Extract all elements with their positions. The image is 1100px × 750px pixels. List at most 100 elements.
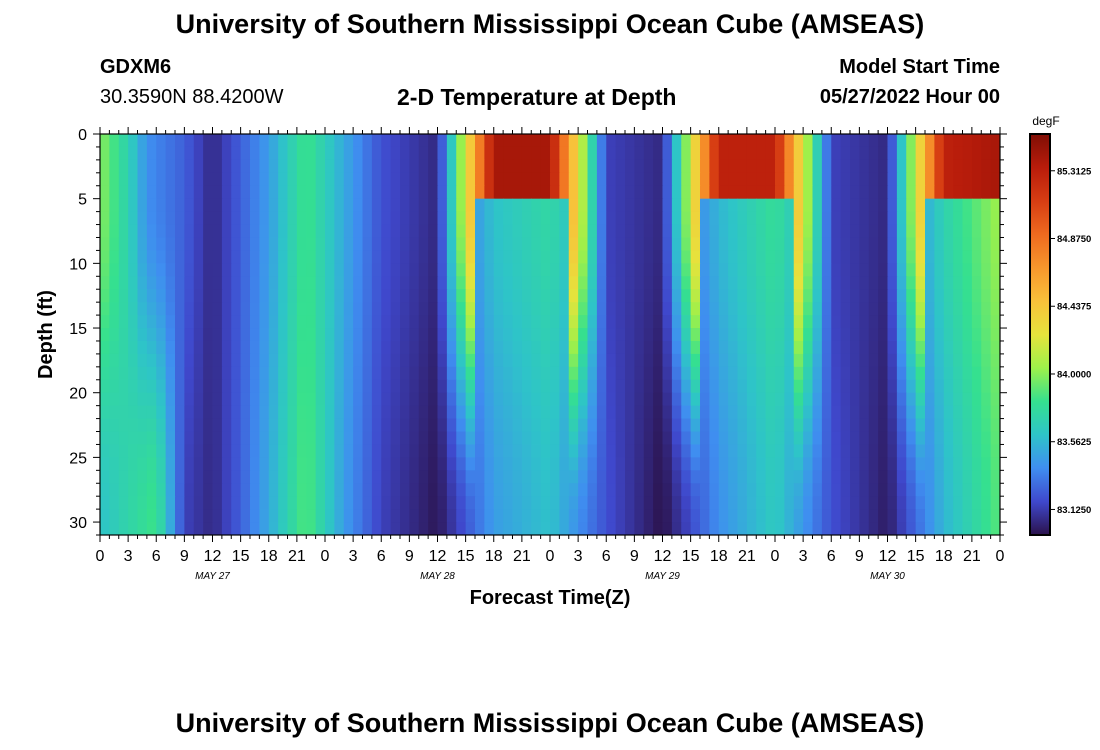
heatmap-cell xyxy=(428,496,439,510)
heatmap-cell xyxy=(296,134,307,148)
heatmap-cell xyxy=(868,198,879,213)
heatmap-cell xyxy=(784,418,795,433)
heatmap-cell xyxy=(540,418,551,433)
heatmap-cell xyxy=(221,457,232,471)
heatmap-cell xyxy=(831,483,842,497)
heatmap-cell xyxy=(446,483,457,497)
heatmap-cell xyxy=(521,237,532,252)
heatmap-cell xyxy=(700,185,710,200)
heatmap-cell xyxy=(896,470,907,484)
heatmap-cell xyxy=(475,276,485,290)
heatmap-cell xyxy=(475,211,485,226)
heatmap-cell xyxy=(878,340,889,355)
heatmap-cell xyxy=(756,496,767,510)
heatmap-cell xyxy=(325,340,335,355)
heatmap-cell xyxy=(981,224,992,239)
heatmap-cell xyxy=(840,431,851,446)
heatmap-cell xyxy=(765,509,776,523)
heatmap-cell xyxy=(446,211,457,226)
heatmap-cell xyxy=(990,444,1000,458)
heatmap-cell xyxy=(165,185,176,200)
heatmap-cell xyxy=(737,237,748,252)
heatmap-cell xyxy=(793,470,804,484)
heatmap-cell xyxy=(915,172,926,187)
heatmap-cell xyxy=(409,172,420,187)
heatmap-cell xyxy=(718,353,729,368)
heatmap-cell xyxy=(156,470,167,484)
heatmap-cell xyxy=(475,353,485,368)
heatmap-cell xyxy=(465,431,476,446)
heatmap-cell xyxy=(625,470,635,484)
heatmap-cell xyxy=(259,418,270,433)
heatmap-cell xyxy=(212,276,223,290)
heatmap-cell xyxy=(746,237,757,252)
heatmap-cell xyxy=(887,470,898,484)
heatmap-cell xyxy=(718,522,729,535)
heatmap-cell xyxy=(193,146,204,161)
heatmap-cell xyxy=(587,431,598,446)
heatmap-cell xyxy=(971,276,982,290)
heatmap-cell xyxy=(231,250,242,264)
heatmap-cell xyxy=(165,496,176,510)
y-tick-label: 15 xyxy=(69,321,87,338)
heatmap-cell xyxy=(118,276,129,290)
heatmap-cell xyxy=(465,185,476,200)
heatmap-cell xyxy=(578,250,589,264)
heatmap-cell xyxy=(868,444,879,458)
heatmap-cell xyxy=(306,431,317,446)
heatmap-cell xyxy=(325,379,335,394)
heatmap-cell xyxy=(259,405,270,420)
heatmap-cell xyxy=(718,444,729,458)
heatmap-cell xyxy=(418,418,429,433)
heatmap-cell xyxy=(971,418,982,433)
heatmap-cell xyxy=(540,509,551,523)
heatmap-cell xyxy=(765,211,776,226)
heatmap-cell xyxy=(418,146,429,161)
heatmap-cell xyxy=(287,418,298,433)
heatmap-cell xyxy=(484,263,495,277)
heatmap-cell xyxy=(700,522,710,535)
heatmap-cell xyxy=(896,185,907,200)
heatmap-cell xyxy=(643,431,654,446)
heatmap-cell xyxy=(175,302,185,316)
heatmap-cell xyxy=(371,457,382,471)
heatmap-cell xyxy=(353,159,364,174)
heatmap-cell xyxy=(493,289,504,303)
heatmap-cell xyxy=(709,483,720,497)
heatmap-cell xyxy=(746,146,757,161)
heatmap-cell xyxy=(850,496,860,510)
heatmap-cell xyxy=(165,315,176,329)
heatmap-cell xyxy=(221,172,232,187)
heatmap-cell xyxy=(250,211,260,226)
heatmap-cell xyxy=(550,457,560,471)
heatmap-cell xyxy=(306,159,317,174)
heatmap-cell xyxy=(746,198,757,213)
heatmap-cell xyxy=(878,431,889,446)
heatmap-cell xyxy=(259,172,270,187)
x-tick-label: 12 xyxy=(654,548,672,565)
heatmap-cell xyxy=(868,237,879,252)
heatmap-cell xyxy=(381,509,392,523)
heatmap-cell xyxy=(203,340,214,355)
heatmap-cell xyxy=(850,457,860,471)
heatmap-cell xyxy=(531,185,542,200)
heatmap-cell xyxy=(643,172,654,187)
heatmap-cell xyxy=(606,134,617,148)
heatmap-cell xyxy=(990,522,1000,535)
heatmap-cell xyxy=(868,315,879,329)
heatmap-cell xyxy=(831,328,842,342)
heatmap-cell xyxy=(268,146,279,161)
heatmap-cell xyxy=(259,289,270,303)
heatmap-cell xyxy=(334,470,345,484)
heatmap-cell xyxy=(559,431,570,446)
heatmap-cell xyxy=(643,392,654,407)
heatmap-cell xyxy=(634,470,645,484)
heatmap-cell xyxy=(878,470,889,484)
heatmap-cell xyxy=(221,159,232,174)
heatmap-cell xyxy=(559,302,570,316)
heatmap-cell xyxy=(465,134,476,148)
heatmap-cell xyxy=(868,379,879,394)
heatmap-cell xyxy=(362,134,373,148)
heatmap-cell xyxy=(315,392,326,407)
heatmap-cell xyxy=(465,237,476,252)
